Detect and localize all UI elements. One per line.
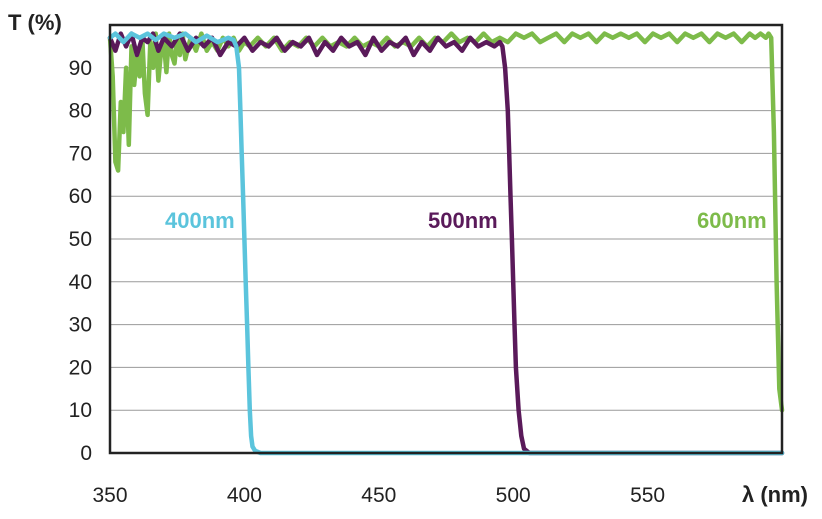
x-tick-label: 500	[496, 484, 531, 507]
y-tick-label: 90	[69, 57, 92, 80]
series-layer	[107, 31, 785, 456]
grid	[110, 67, 782, 411]
y-tick-label: 40	[69, 271, 92, 294]
x-tick-label: 450	[361, 484, 396, 507]
y-axis-title: T (%)	[8, 10, 62, 35]
y-tick-label: 20	[69, 356, 92, 379]
y-tick-label: 70	[69, 142, 92, 165]
x-axis-title: λ (nm)	[742, 482, 808, 507]
y-tick-label: 50	[69, 228, 92, 251]
y-tick-label: 60	[69, 185, 92, 208]
y-tick-label: 10	[69, 399, 92, 422]
series-line-500nm	[107, 31, 785, 456]
series-line-600nm	[107, 31, 785, 413]
y-tick-label: 80	[69, 100, 92, 123]
x-tick-label: 400	[227, 484, 262, 507]
x-tick-label: 550	[630, 484, 665, 507]
x-tick-label: 350	[92, 484, 127, 507]
series-label-400nm: 400nm	[165, 208, 235, 233]
y-axis-ticks: 0 10 20 30 40 50 60 70 80 90	[69, 57, 92, 465]
y-tick-label: 30	[69, 314, 92, 337]
series-label-500nm: 500nm	[428, 208, 498, 233]
plot-frame	[108, 23, 784, 455]
y-tick-label: 0	[80, 442, 92, 465]
series-labels: 400nm 500nm 600nm	[165, 208, 767, 233]
series-line-400nm	[107, 31, 785, 456]
x-axis-ticks: 350 400 450 500 550	[92, 484, 665, 507]
series-label-600nm: 600nm	[697, 208, 767, 233]
